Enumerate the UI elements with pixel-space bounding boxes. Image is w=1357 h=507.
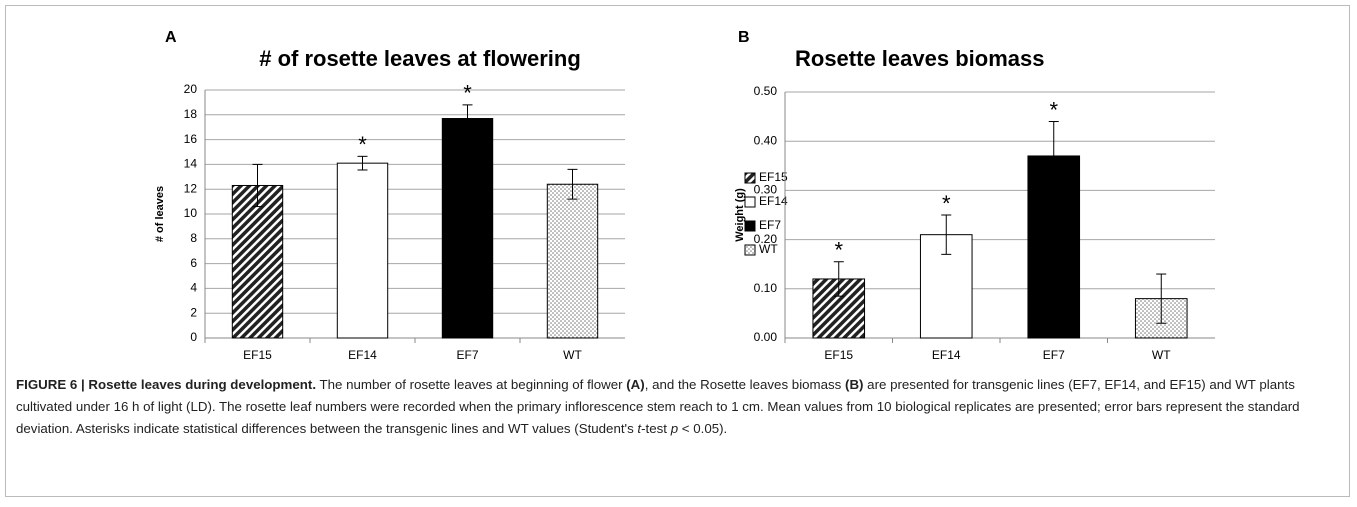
x-tick-label: EF15 [824, 348, 853, 362]
caption-text: t [637, 421, 642, 436]
y-tick-label: 0.40 [754, 133, 778, 147]
y-tick-label: 10 [184, 206, 198, 220]
significance-asterisk: * [942, 191, 951, 216]
legend-label: EF15 [759, 170, 788, 184]
significance-asterisk: * [358, 132, 367, 157]
error-bar [462, 104, 473, 133]
legend-swatch [744, 172, 756, 184]
x-tick-label: WT [1152, 348, 1171, 362]
significance-asterisk: * [1049, 97, 1058, 122]
y-tick-label: 0.50 [754, 84, 778, 98]
caption-text: , and the Rosette leaves biomass [644, 377, 846, 392]
y-tick-label: 6 [190, 256, 197, 270]
figure: A # of rosette leaves at flowering # of le… [154, 29, 1215, 362]
error-bar [357, 155, 368, 171]
x-tick-label: EF15 [243, 348, 272, 362]
y-tick-label: 14 [184, 157, 198, 171]
bar [231, 184, 284, 339]
y-tick-label: 2 [190, 305, 197, 319]
y-tick-label: 20 [184, 82, 198, 96]
y-axis-label: Weight (g) [734, 188, 746, 242]
caption-text: < 0.05). [678, 421, 728, 436]
caption-text: are presented for transgenic lines (EF7,… [16, 377, 1300, 436]
x-tick-label: WT [563, 348, 582, 362]
bar [336, 162, 389, 339]
significance-asterisk: * [463, 81, 472, 106]
y-tick-label: 8 [190, 231, 197, 245]
legend-swatch [744, 220, 756, 232]
legend-label: EF7 [759, 218, 781, 232]
caption-text: -test [641, 421, 671, 436]
y-tick-label: 0 [190, 330, 197, 344]
caption: FIGURE 6 | Rosette leaves during develop… [16, 374, 1336, 440]
error-bar [567, 168, 578, 200]
y-tick-label: 0.00 [754, 330, 778, 344]
error-bar [252, 163, 263, 208]
bar [441, 118, 494, 339]
y-tick-label: 0.30 [754, 183, 778, 197]
legend-swatch [744, 196, 756, 208]
y-tick-label: 4 [190, 281, 197, 295]
y-axis-label: # of leaves [154, 186, 166, 242]
figure-frame [5, 5, 1350, 497]
panel-label: B [738, 29, 750, 46]
caption-text: The number of rosette leaves at beginnin… [316, 377, 627, 392]
chart-title: # of rosette leaves at flowering [259, 46, 581, 71]
error-bar [941, 214, 952, 255]
panel-label: A [165, 29, 177, 46]
x-tick-label: EF14 [348, 348, 377, 362]
caption-text: (A) [626, 377, 645, 392]
error-bar [1156, 273, 1167, 324]
caption-text: (B) [845, 377, 864, 392]
y-tick-label: 0.10 [754, 281, 778, 295]
error-bar [1048, 121, 1059, 191]
x-tick-label: EF7 [1043, 348, 1065, 362]
y-tick-label: 12 [184, 181, 198, 195]
error-bar [833, 261, 844, 297]
y-tick-label: 16 [184, 132, 198, 146]
significance-asterisk: * [834, 238, 843, 263]
x-tick-label: EF14 [932, 348, 961, 362]
x-tick-label: EF7 [456, 348, 478, 362]
caption-text: FIGURE 6 | Rosette leaves during develop… [16, 377, 317, 392]
legend-label: WT [759, 242, 778, 256]
y-tick-label: 18 [184, 107, 198, 121]
bar [1027, 155, 1081, 339]
chart-title: Rosette leaves biomass [795, 46, 1044, 71]
legend-label: EF14 [759, 194, 788, 208]
caption-text: p [670, 421, 679, 436]
y-tick-label: 0.20 [754, 232, 778, 246]
legend-swatch [744, 244, 756, 256]
bar [546, 183, 599, 339]
